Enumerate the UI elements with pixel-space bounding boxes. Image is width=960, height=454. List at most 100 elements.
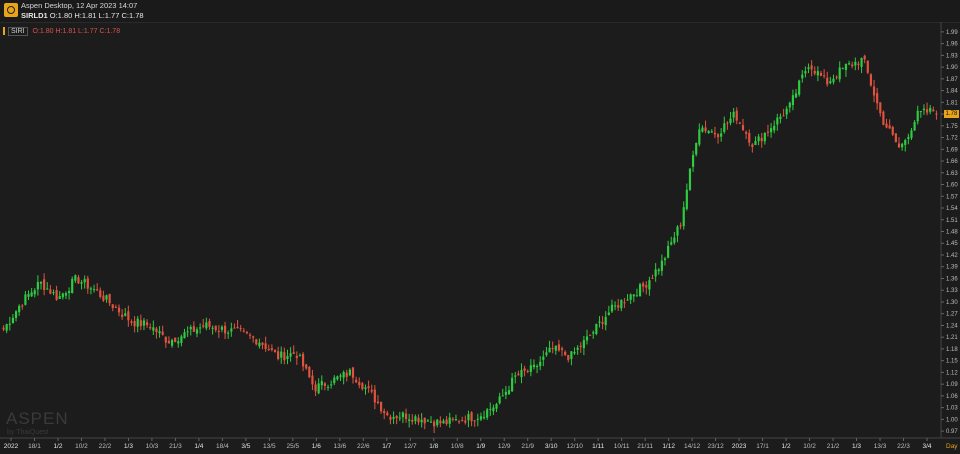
legend-symbol[interactable]: SIRI bbox=[7, 26, 28, 36]
y-tick-label: 1.09 bbox=[946, 382, 958, 388]
candle-body bbox=[495, 403, 498, 409]
candle-body bbox=[292, 352, 295, 354]
candle-body bbox=[99, 290, 102, 297]
candle-body bbox=[46, 288, 49, 290]
candle-body bbox=[645, 285, 648, 288]
candle-body bbox=[520, 369, 523, 378]
candle-body bbox=[457, 421, 461, 423]
candle-body bbox=[230, 328, 233, 332]
x-tick-label: 13/5 bbox=[263, 443, 276, 450]
candle-body bbox=[311, 375, 314, 385]
candle-body bbox=[529, 365, 532, 372]
candle-body bbox=[155, 328, 158, 333]
candle-body bbox=[551, 348, 554, 350]
candle-body bbox=[433, 421, 436, 427]
candle-body bbox=[857, 63, 860, 65]
candle-body bbox=[751, 144, 754, 148]
price-chart[interactable]: 0.97 1.00 1.03 1.06 1.09 1.12 1.15 1.18 1.21 1.24… bbox=[0, 22, 960, 454]
symbol-ohlc-readout: SIRLD1 O:1.80 H:1.81 L:1.77 C:1.78 bbox=[21, 11, 144, 20]
candle-body bbox=[757, 136, 760, 142]
candle-body bbox=[844, 63, 848, 70]
candle-body bbox=[523, 368, 526, 371]
x-tick-label: 10/2 bbox=[803, 443, 816, 450]
candle-body bbox=[130, 321, 133, 323]
candle-body bbox=[158, 331, 161, 334]
candle-body bbox=[526, 370, 529, 372]
candle-body bbox=[579, 345, 582, 347]
last-price-tag: 1.78 bbox=[944, 110, 959, 119]
candle-body bbox=[595, 323, 598, 335]
y-tick-label: 1.15 bbox=[946, 359, 958, 365]
candle-body bbox=[86, 278, 89, 289]
y-tick-label: 1.39 bbox=[946, 265, 958, 271]
x-tick-label: 2022 bbox=[4, 443, 19, 450]
candle-body bbox=[804, 71, 807, 74]
candle-body bbox=[479, 416, 483, 420]
candle-body bbox=[473, 420, 476, 422]
y-tick-label: 1.69 bbox=[946, 147, 958, 153]
candle-body bbox=[766, 131, 770, 133]
candle-body bbox=[894, 133, 897, 143]
candle-body bbox=[367, 386, 370, 388]
y-tick-label: 1.33 bbox=[946, 288, 958, 294]
candle-body bbox=[333, 377, 336, 384]
candle-body bbox=[629, 294, 632, 300]
candle-body bbox=[248, 334, 252, 336]
candle-body bbox=[654, 269, 657, 277]
candle-body bbox=[58, 296, 61, 299]
x-tick-label: 10/3 bbox=[146, 443, 159, 450]
candle-body bbox=[326, 386, 330, 388]
candle-body bbox=[847, 63, 851, 65]
candle-body bbox=[539, 361, 542, 367]
candle-body bbox=[429, 421, 433, 423]
candle-body bbox=[205, 322, 208, 329]
candle-body bbox=[121, 314, 124, 317]
candle-body bbox=[339, 375, 342, 377]
candle-body bbox=[507, 390, 511, 395]
candle-body bbox=[358, 381, 361, 386]
candle-body bbox=[769, 128, 773, 133]
candle-body bbox=[139, 320, 142, 327]
candle-body bbox=[345, 372, 348, 377]
candle-body bbox=[626, 299, 629, 301]
candle-body bbox=[542, 356, 545, 360]
candle-body bbox=[726, 122, 729, 124]
candle-body bbox=[932, 109, 935, 112]
period-label[interactable]: Day bbox=[946, 443, 958, 450]
candle-body bbox=[18, 305, 21, 313]
candle-body bbox=[922, 108, 926, 111]
candle-body bbox=[323, 383, 327, 386]
candle-body bbox=[660, 260, 663, 271]
candle-body bbox=[414, 416, 417, 422]
candle-body bbox=[638, 284, 642, 297]
candle-body bbox=[439, 420, 442, 424]
candle-body bbox=[682, 207, 685, 227]
candle-body bbox=[748, 133, 751, 143]
candle-body bbox=[195, 329, 199, 334]
candle-body bbox=[891, 127, 894, 135]
candle-body bbox=[754, 141, 757, 146]
candle-body bbox=[685, 189, 688, 209]
aspen-watermark-logo: ASPEN bbox=[6, 409, 69, 428]
candle-body bbox=[183, 332, 186, 339]
candle-body bbox=[211, 327, 214, 329]
candle-body bbox=[879, 102, 882, 114]
candle-body bbox=[264, 343, 267, 350]
x-tick-label: 12/7 bbox=[404, 443, 417, 450]
y-tick-label: 1.96 bbox=[946, 42, 958, 48]
candle-body bbox=[876, 93, 879, 104]
candle-body bbox=[401, 412, 405, 418]
candle-body bbox=[501, 395, 504, 397]
x-tick-label: 25/5 bbox=[287, 443, 300, 450]
candle-body bbox=[851, 64, 854, 67]
candle-body bbox=[535, 366, 539, 368]
candle-body bbox=[517, 373, 520, 376]
candle-body bbox=[52, 292, 55, 294]
candle-body bbox=[383, 410, 386, 414]
candle-body bbox=[167, 340, 171, 344]
candle-body bbox=[408, 419, 411, 421]
candle-body bbox=[560, 348, 564, 350]
y-tick-label: 1.36 bbox=[946, 276, 958, 282]
candle-body bbox=[511, 377, 514, 392]
candle-body bbox=[498, 396, 501, 404]
